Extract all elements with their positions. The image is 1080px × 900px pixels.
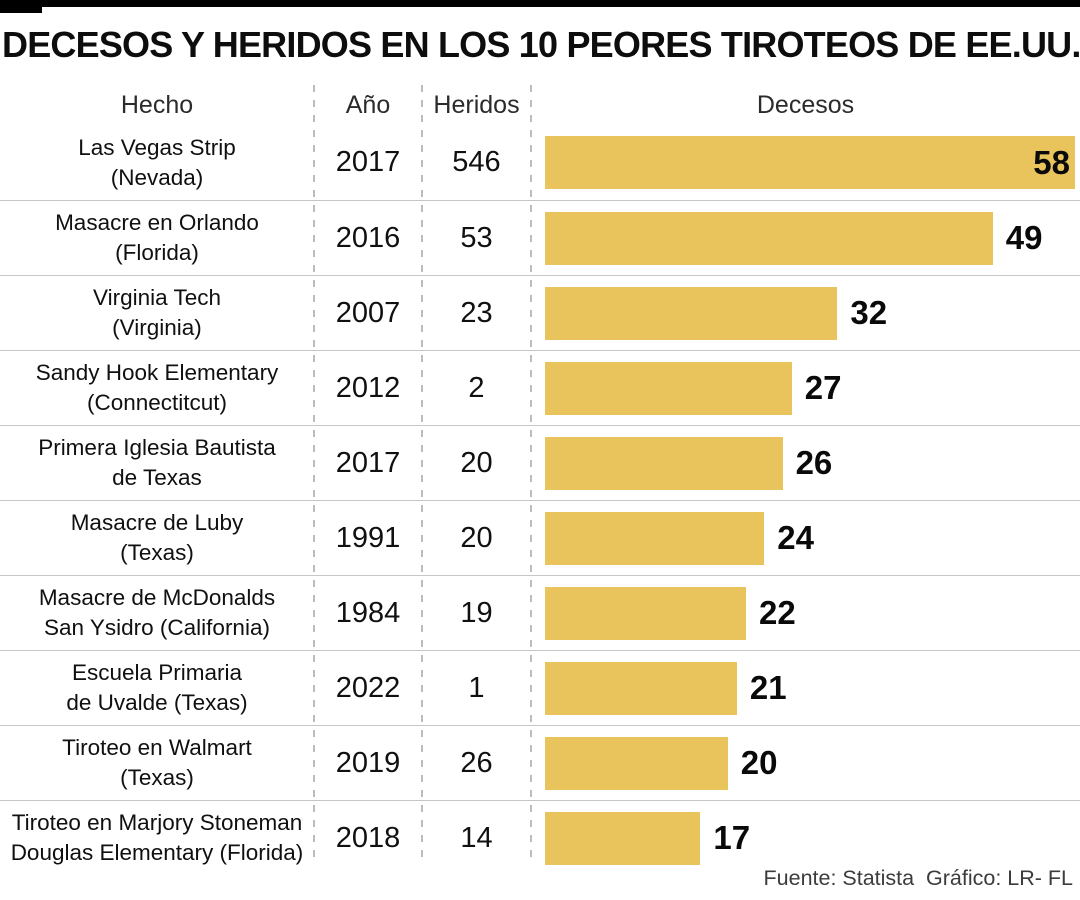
- deaths-value-label: 49: [1005, 219, 1043, 256]
- table-row: Masacre en Orlando (Florida) 2016 53 49: [0, 200, 1080, 275]
- deaths-bar-cell: 20: [531, 726, 1080, 800]
- table-row: Sandy Hook Elementary (Connectitcut) 201…: [0, 350, 1080, 425]
- deaths-value-label: 24: [777, 519, 815, 556]
- deaths-value-label: 32: [850, 294, 888, 331]
- deaths-bar-cell: 58: [531, 125, 1080, 200]
- table-row: Masacre de McDonalds San Ysidro (Califor…: [0, 575, 1080, 650]
- injured-value: 26: [460, 746, 493, 779]
- table-row: Escuela Primaria de Uvalde (Texas) 2022 …: [0, 650, 1080, 725]
- table-header-row: Hecho Año Heridos Decesos: [0, 85, 1080, 125]
- year-value: 2019: [335, 746, 401, 779]
- injured-value: 1: [468, 671, 485, 704]
- deaths-bar: [545, 361, 792, 415]
- injured-value: 14: [460, 821, 493, 854]
- event-name: Tiroteo en Walmart (Texas): [62, 735, 252, 790]
- deaths-bar-cell: 22: [531, 576, 1080, 650]
- table-row: Virginia Tech (Virginia) 2007 23 32: [0, 275, 1080, 350]
- deaths-bar: [545, 436, 783, 490]
- chart-title: DECESOS Y HERIDOS EN LOS 10 PEORES TIROT…: [2, 24, 1080, 65]
- deaths-bar: [545, 736, 728, 790]
- event-name: Sandy Hook Elementary (Connectitcut): [35, 360, 279, 415]
- table-body: Las Vegas Strip (Nevada) 2017 546 58 Mas…: [0, 125, 1080, 875]
- year-value: 1991: [335, 521, 401, 554]
- deaths-value-label: 27: [804, 369, 842, 406]
- deaths-bar: [545, 661, 737, 715]
- deaths-bar: [545, 586, 747, 640]
- event-name: Tiroteo en Marjory Stoneman Douglas Elem…: [10, 810, 304, 865]
- deaths-bar-cell: 49: [531, 201, 1080, 275]
- event-name: Masacre de McDonalds San Ysidro (Califor…: [38, 585, 276, 640]
- deaths-value-label: 20: [740, 744, 778, 781]
- deaths-bar-cell: 27: [531, 351, 1080, 425]
- injured-value: 23: [460, 296, 493, 329]
- deaths-bar-cell: 26: [531, 426, 1080, 500]
- injured-value: 20: [460, 446, 493, 479]
- column-header-ano: Año: [345, 90, 391, 119]
- deaths-bar-cell: 24: [531, 501, 1080, 575]
- year-value: 2012: [335, 371, 401, 404]
- year-value: 2016: [335, 221, 401, 254]
- year-value: 2022: [335, 671, 401, 704]
- year-value: 2017: [335, 146, 401, 178]
- deaths-bar: [545, 811, 701, 865]
- column-header-decesos: Decesos: [756, 90, 855, 119]
- data-table: Hecho Año Heridos Decesos Las Vegas Stri…: [0, 85, 1080, 875]
- year-value: 2017: [335, 446, 401, 479]
- injured-value: 2: [468, 371, 485, 404]
- year-value: 1984: [335, 596, 401, 629]
- deaths-bar: [545, 211, 993, 265]
- deaths-value-label: 22: [759, 594, 796, 631]
- deaths-value-label: 21: [749, 669, 787, 706]
- deaths-bar-cell: 17: [531, 801, 1080, 875]
- table-row: Tiroteo en Marjory Stoneman Douglas Elem…: [0, 800, 1080, 875]
- injured-value: 546: [452, 146, 501, 178]
- event-name: Las Vegas Strip (Nevada): [78, 134, 236, 190]
- deaths-bar: [545, 511, 765, 565]
- event-name: Masacre de Luby (Texas): [70, 510, 244, 565]
- column-header-heridos: Heridos: [433, 90, 520, 119]
- deaths-value-label: 17: [713, 819, 751, 856]
- injured-value: 19: [460, 596, 493, 629]
- source-credit: Fuente: Statista Gráfico: LR- FL: [763, 866, 1073, 890]
- injured-value: 20: [460, 521, 493, 554]
- column-header-hecho: Hecho: [120, 90, 194, 119]
- year-value: 2018: [335, 821, 401, 854]
- deaths-bar-cell: 32: [531, 276, 1080, 350]
- deaths-value-label: 58: [1033, 143, 1070, 181]
- masthead-rule: [0, 0, 1080, 7]
- event-name: Primera Iglesia Bautista de Texas: [38, 435, 276, 490]
- deaths-bar: [545, 136, 1075, 189]
- event-name: Escuela Primaria de Uvalde (Texas): [66, 660, 248, 715]
- deaths-bar-cell: 21: [531, 651, 1080, 725]
- year-value: 2007: [335, 296, 401, 329]
- event-name: Masacre en Orlando (Florida): [55, 210, 259, 265]
- table-row: Las Vegas Strip (Nevada) 2017 546 58: [0, 125, 1080, 200]
- event-name: Virginia Tech (Virginia): [92, 285, 221, 340]
- deaths-bar: [545, 286, 838, 340]
- deaths-value-label: 26: [795, 444, 833, 481]
- table-row: Primera Iglesia Bautista de Texas 2017 2…: [0, 425, 1080, 500]
- injured-value: 53: [460, 221, 493, 254]
- table-row: Masacre de Luby (Texas) 1991 20 24: [0, 500, 1080, 575]
- table-row: Tiroteo en Walmart (Texas) 2019 26 20: [0, 725, 1080, 800]
- masthead-block: [0, 0, 42, 13]
